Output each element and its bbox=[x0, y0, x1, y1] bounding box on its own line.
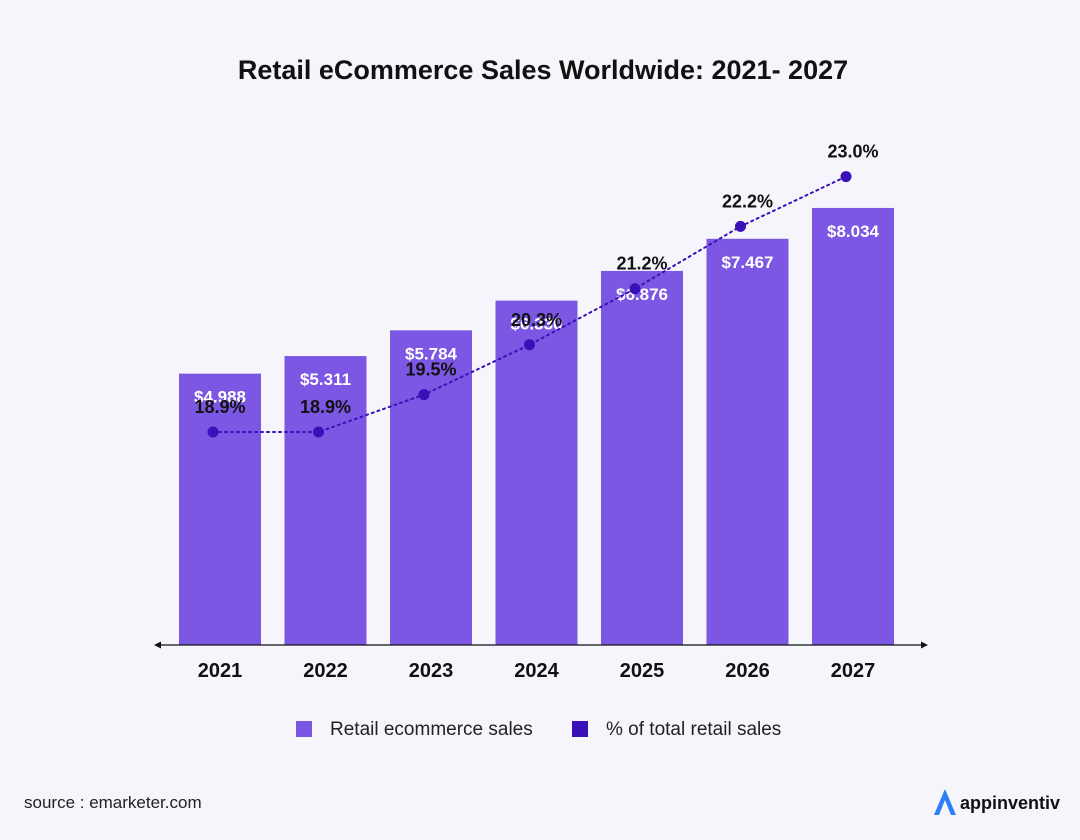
bar-value-label-2025: $6.876 bbox=[616, 285, 668, 304]
pct-point-2022[interactable] bbox=[313, 426, 324, 438]
x-axis-right-arrow-icon bbox=[921, 641, 928, 649]
pct-label-2022: 18.9% bbox=[300, 397, 351, 417]
pct-label-2025: 21.2% bbox=[616, 254, 667, 274]
line-layer: 18.9% 18.9% 19.5% 20.3% 21.2% 22.2% 23.0% bbox=[194, 142, 879, 438]
pct-point-2024[interactable] bbox=[524, 339, 535, 351]
x-tick-label-2027: 2027 bbox=[831, 660, 876, 682]
pct-label-2024: 20.3% bbox=[511, 310, 562, 330]
bar-2023[interactable] bbox=[390, 330, 472, 645]
bar-value-label-2022: $5.311 bbox=[300, 370, 351, 389]
pct-point-2026[interactable] bbox=[735, 220, 746, 232]
bar-value-label-2023: $5.784 bbox=[405, 344, 458, 363]
bar-2022[interactable] bbox=[284, 356, 367, 645]
x-tick-label-2025: 2025 bbox=[620, 660, 665, 682]
x-axis-left-arrow-icon bbox=[154, 641, 161, 649]
x-tick-label-2022: 2022 bbox=[303, 660, 348, 682]
pct-point-2025[interactable] bbox=[629, 283, 641, 295]
pct-label-2026: 22.2% bbox=[722, 191, 773, 211]
pct-label-2021: 18.9% bbox=[194, 397, 245, 417]
brand-name: appinventiv bbox=[960, 793, 1060, 813]
bar-value-label-2027: $8.034 bbox=[827, 222, 880, 241]
legend-item-line[interactable]: % of total retail sales bbox=[572, 719, 781, 740]
pct-point-2023[interactable] bbox=[418, 389, 430, 401]
chart-title: Retail eCommerce Sales Worldwide: 2021- … bbox=[238, 55, 848, 85]
bar-value-label-2026: $7.467 bbox=[722, 253, 774, 272]
bar-2025[interactable] bbox=[601, 270, 683, 645]
bar-2021[interactable] bbox=[179, 373, 261, 645]
legend: Retail ecommerce sales % of total retail… bbox=[296, 719, 781, 740]
pct-label-2027: 23.0% bbox=[827, 142, 878, 162]
bar-value-label-2024: $6.330 bbox=[511, 315, 563, 334]
bar-2027[interactable] bbox=[812, 207, 894, 646]
legend-label-bars: Retail ecommerce sales bbox=[330, 719, 533, 740]
pct-point-2027[interactable] bbox=[840, 171, 852, 183]
x-tick-labels: 2021 2022 2023 2024 2025 2026 2027 bbox=[198, 660, 876, 682]
appinventiv-logo-icon bbox=[934, 789, 956, 815]
legend-label-line: % of total retail sales bbox=[606, 719, 781, 740]
legend-item-bars[interactable]: Retail ecommerce sales bbox=[296, 719, 533, 740]
bars-layer: $4.988 $5.311 $5.784 $6.330 $6.876 $7.467 $8.0… bbox=[179, 207, 894, 646]
source-note: source : emarketer.com bbox=[24, 793, 202, 812]
pct-point-2021[interactable] bbox=[207, 426, 219, 438]
x-tick-label-2021: 2021 bbox=[198, 660, 243, 682]
bar-2024[interactable] bbox=[495, 300, 578, 645]
bar-2026[interactable] bbox=[706, 238, 789, 645]
bar-value-label-2021: $4.988 bbox=[194, 388, 246, 407]
legend-swatch-bars bbox=[296, 721, 312, 737]
x-tick-label-2026: 2026 bbox=[725, 660, 770, 682]
brand[interactable]: appinventiv bbox=[934, 789, 1060, 815]
x-tick-label-2024: 2024 bbox=[514, 660, 559, 682]
legend-swatch-line bbox=[572, 721, 588, 737]
x-axis bbox=[154, 641, 928, 649]
pct-label-2023: 19.5% bbox=[405, 360, 456, 380]
x-tick-label-2023: 2023 bbox=[409, 660, 454, 682]
